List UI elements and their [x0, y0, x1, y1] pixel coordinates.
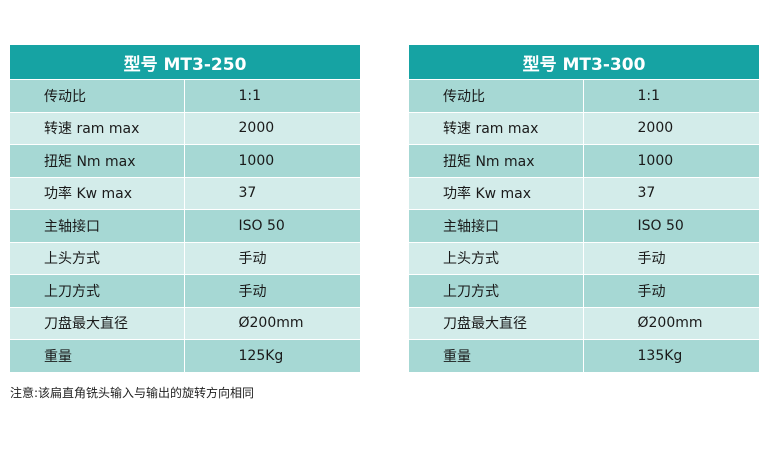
row-label: 传动比: [409, 79, 584, 112]
table-row: 功率 Kw max 37: [10, 176, 360, 210]
row-label: 功率 Kw max: [409, 176, 584, 210]
row-label: 重量: [409, 339, 584, 372]
row-value: 37: [184, 176, 360, 210]
table-row: 上头方式 手动: [409, 241, 759, 275]
row-label: 上刀方式: [409, 274, 584, 307]
row-label: 传动比: [10, 79, 185, 112]
table-row: 主轴接口 ISO 50: [10, 209, 360, 242]
table-title: 型号 MT3-250: [10, 45, 360, 80]
table-row: 扭矩 Nm max 1000: [409, 144, 759, 177]
row-value: 手动: [184, 241, 360, 275]
row-label: 功率 Kw max: [10, 176, 185, 210]
row-label: 转速 ram max: [10, 111, 185, 145]
row-label: 上头方式: [409, 241, 584, 275]
row-value: ISO 50: [184, 209, 360, 242]
table-row: 重量 135Kg: [409, 339, 759, 372]
row-value: 37: [583, 176, 759, 210]
row-label: 主轴接口: [409, 209, 584, 242]
table-row: 上刀方式 手动: [409, 274, 759, 307]
row-value: 手动: [583, 241, 759, 275]
table-row: 上刀方式 手动: [10, 274, 360, 307]
row-value: 1000: [184, 144, 360, 177]
table-row: 转速 ram max 2000: [409, 111, 759, 145]
table-row: 传动比 1:1: [10, 79, 360, 112]
row-label: 扭矩 Nm max: [409, 144, 584, 177]
row-value: 135Kg: [583, 339, 759, 372]
table-row: 上头方式 手动: [10, 241, 360, 275]
row-label: 刀盘最大直径: [10, 306, 185, 340]
row-value: 1:1: [583, 79, 759, 112]
table-title: 型号 MT3-300: [409, 45, 759, 80]
spec-table-mt3-250: 型号 MT3-250 传动比 1:1 转速 ram max 2000 扭矩 Nm m…: [10, 45, 360, 372]
row-value: 125Kg: [184, 339, 360, 372]
table-row: 传动比 1:1: [409, 79, 759, 112]
row-value: 手动: [583, 274, 759, 307]
row-label: 扭矩 Nm max: [10, 144, 185, 177]
table-row: 转速 ram max 2000: [10, 111, 360, 145]
row-value: Ø200mm: [184, 306, 360, 340]
table-row: 功率 Kw max 37: [409, 176, 759, 210]
row-label: 刀盘最大直径: [409, 306, 584, 340]
table-row: 扭矩 Nm max 1000: [10, 144, 360, 177]
row-value: 1000: [583, 144, 759, 177]
row-label: 上刀方式: [10, 274, 185, 307]
table-row: 主轴接口 ISO 50: [409, 209, 759, 242]
spec-table-mt3-300: 型号 MT3-300 传动比 1:1 转速 ram max 2000 扭矩 Nm m…: [409, 45, 759, 372]
table-row: 刀盘最大直径 Ø200mm: [409, 306, 759, 340]
footnote: 注意:该扁直角铣头输入与输出的旋转方向相同: [10, 386, 255, 400]
row-label: 转速 ram max: [409, 111, 584, 145]
row-value: 2000: [184, 111, 360, 145]
row-label: 主轴接口: [10, 209, 185, 242]
row-value: 1:1: [184, 79, 360, 112]
row-value: 手动: [184, 274, 360, 307]
row-value: 2000: [583, 111, 759, 145]
row-label: 重量: [10, 339, 185, 372]
row-label: 上头方式: [10, 241, 185, 275]
table-row: 重量 125Kg: [10, 339, 360, 372]
row-value: ISO 50: [583, 209, 759, 242]
row-value: Ø200mm: [583, 306, 759, 340]
table-row: 刀盘最大直径 Ø200mm: [10, 306, 360, 340]
